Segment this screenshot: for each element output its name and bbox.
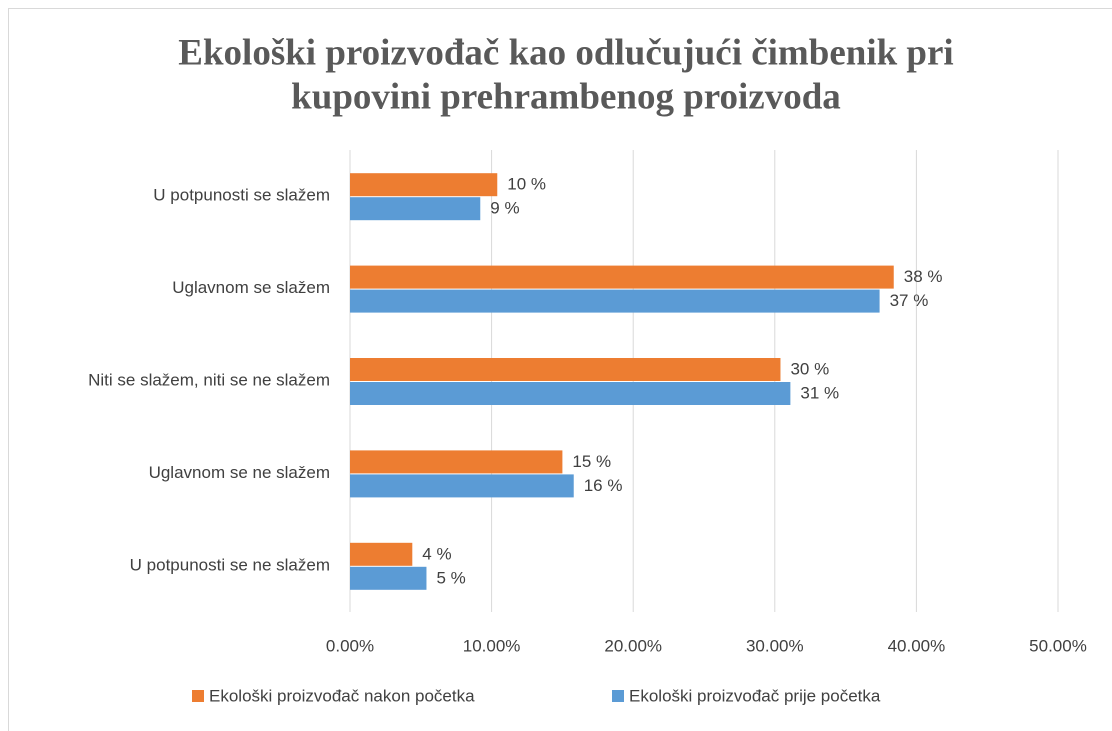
bar: [350, 450, 563, 474]
y-tick-label: Niti se slažem, niti se ne slažem: [88, 370, 330, 389]
bar: [350, 197, 481, 221]
value-label: 31 %: [800, 383, 839, 402]
chart-title: Ekološki proizvođač kao odlučujući čimbe…: [178, 32, 953, 73]
value-label: 9 %: [490, 199, 519, 218]
value-label: 16 %: [584, 476, 623, 495]
bar: [350, 382, 791, 405]
legend-label: Ekološki proizvođač prije početka: [629, 686, 881, 705]
chart-border: [8, 8, 1112, 731]
bar: [350, 173, 498, 197]
value-label: 4 %: [422, 544, 451, 563]
x-tick-label: 20.00%: [604, 636, 662, 655]
x-tick-label: 50.00%: [1029, 636, 1087, 655]
bar: [350, 566, 427, 590]
value-label: 10 %: [507, 175, 546, 194]
bar: [350, 358, 781, 381]
x-tick-label: 40.00%: [888, 636, 946, 655]
value-label: 15 %: [572, 452, 611, 471]
legend-swatch: [192, 690, 204, 702]
bar: [350, 289, 880, 313]
y-tick-label: U potpunosti se ne slažem: [130, 555, 330, 574]
y-tick-label: Uglavnom se slažem: [172, 278, 330, 297]
y-tick-label: Uglavnom se ne slažem: [149, 463, 330, 482]
bar: [350, 474, 574, 498]
x-tick-label: 10.00%: [463, 636, 521, 655]
y-tick-label: U potpunosti se slažem: [153, 186, 330, 205]
x-tick-label: 0.00%: [326, 636, 374, 655]
value-label: 38 %: [904, 267, 943, 286]
bar: [350, 542, 413, 566]
legend-swatch: [612, 690, 624, 702]
x-tick-label: 30.00%: [746, 636, 804, 655]
value-label: 37 %: [890, 291, 929, 310]
legend-label: Ekološki proizvođač nakon početka: [209, 686, 475, 705]
bar: [350, 265, 894, 289]
value-label: 30 %: [790, 359, 829, 378]
value-label: 5 %: [436, 568, 465, 587]
chart-title: kupovini prehrambenog proizvoda: [291, 76, 841, 117]
